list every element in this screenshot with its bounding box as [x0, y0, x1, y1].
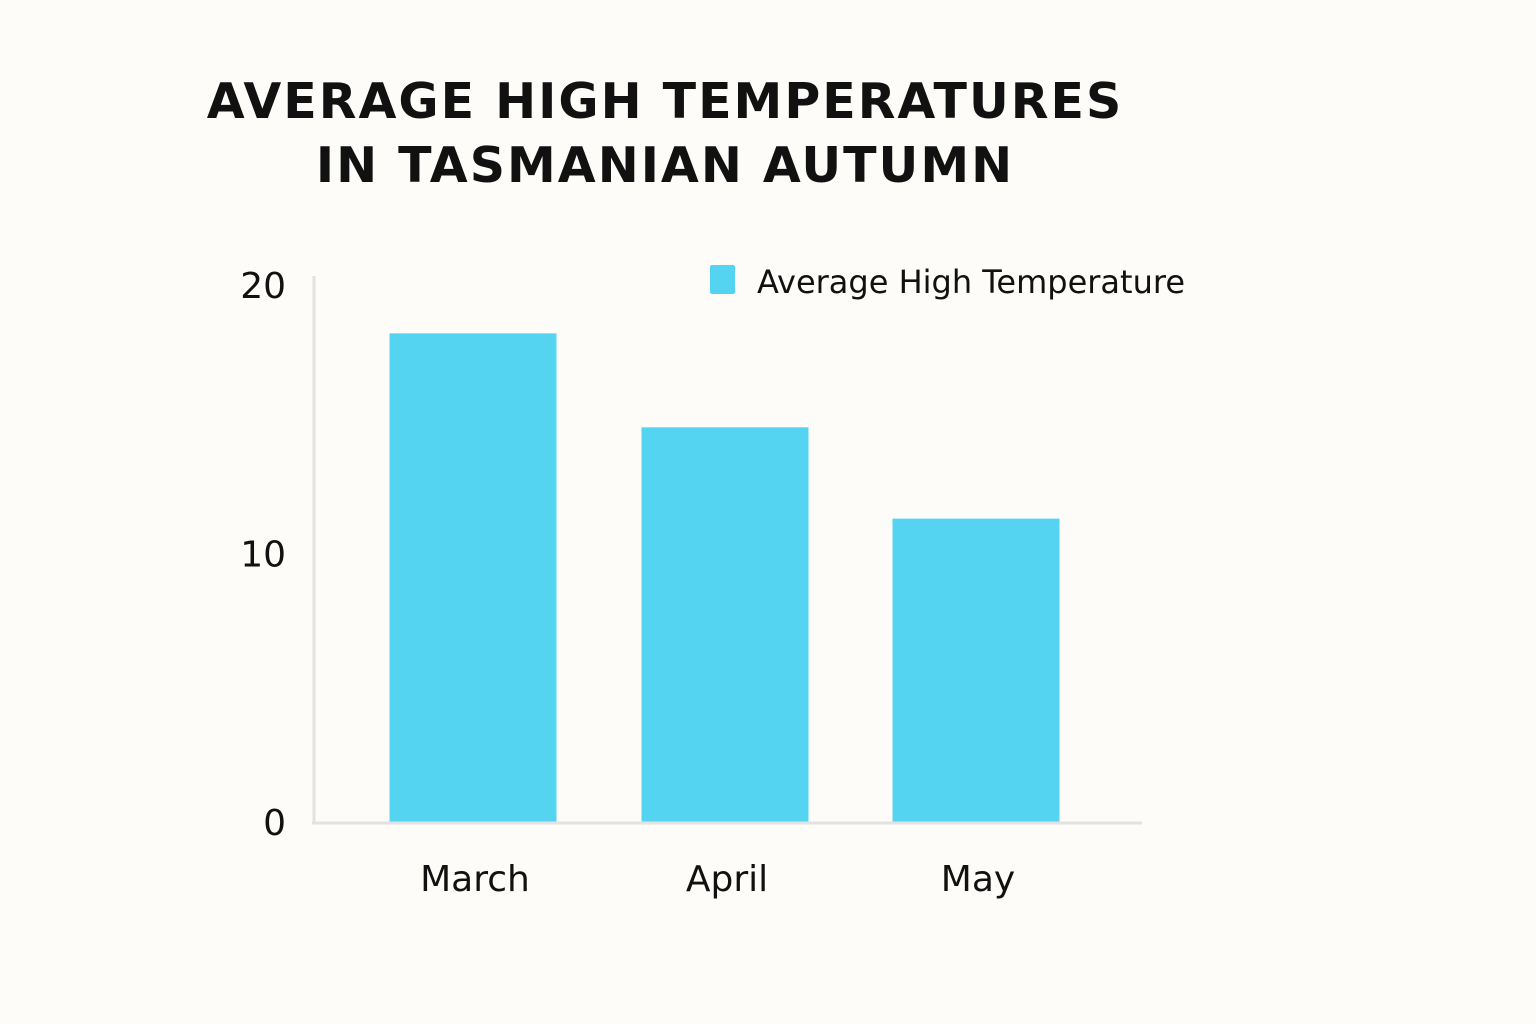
bar-april [641, 427, 809, 822]
bar-may [892, 518, 1060, 822]
chart-title: AVERAGE HIGH TEMPERATURES IN TASMANIAN A… [140, 70, 1190, 198]
legend-swatch [710, 265, 735, 294]
legend: Average High Temperature [710, 263, 1185, 301]
x-tick-label-april: April [686, 859, 768, 900]
y-tick-label-20: 20 [240, 266, 286, 307]
bars-layer [389, 333, 1060, 822]
bar-march [389, 333, 557, 822]
y-tick-label-10: 10 [240, 535, 286, 576]
y-tick-label-0: 0 [263, 803, 286, 844]
chart-title-line-2: IN TASMANIAN AUTUMN [315, 137, 1015, 194]
x-tick-label-march: March [420, 859, 530, 900]
x-tick-label-may: May [941, 859, 1015, 900]
y-tick-labels: 0 10 20 [240, 266, 286, 844]
x-tick-labels: March April May [420, 859, 1015, 900]
legend-label: Average High Temperature [757, 263, 1185, 301]
chart-title-line-1: AVERAGE HIGH TEMPERATURES [206, 73, 1124, 130]
